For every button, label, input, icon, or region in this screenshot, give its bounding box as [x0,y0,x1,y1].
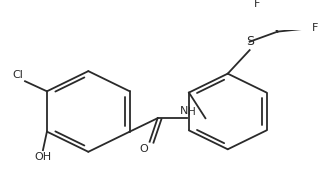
Text: S: S [246,36,254,48]
Text: Cl: Cl [12,70,23,79]
Text: H: H [189,107,196,117]
Text: OH: OH [35,152,51,162]
Text: F: F [254,0,261,9]
Text: O: O [139,144,148,154]
Text: F: F [311,23,318,33]
Text: N: N [180,106,189,116]
